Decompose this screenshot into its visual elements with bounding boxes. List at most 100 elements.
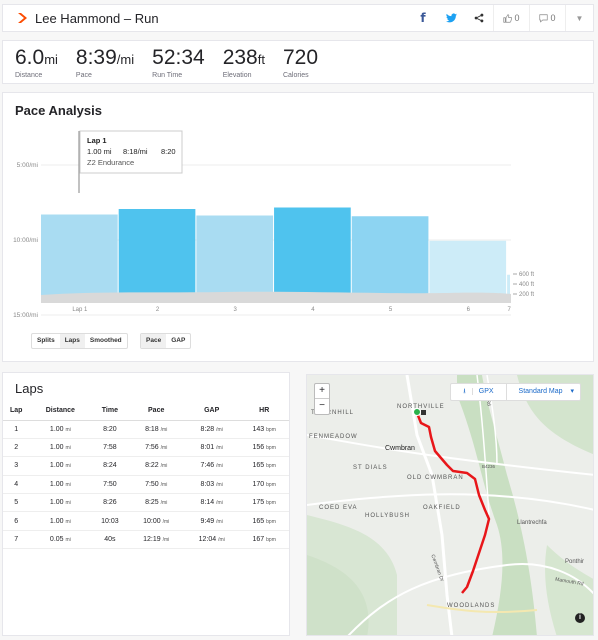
cell-distance: 1.00 mi: [29, 456, 92, 476]
map-road-b4236: B4236: [482, 464, 496, 469]
cell-pace: 8:22 /mi: [128, 456, 184, 476]
activity-title: Lee Hammond – Run: [35, 10, 159, 26]
cell-gap: 7:46 /mi: [183, 456, 240, 476]
table-row[interactable]: 7 0.05 mi 40s 12:19 /mi 12:04 /mi 167 bpm: [3, 530, 289, 550]
cell-hr: 156 bpm: [239, 438, 289, 458]
toggle-gap[interactable]: GAP: [171, 337, 186, 344]
map-label-hollybush: HOLLYBUSH: [365, 513, 410, 519]
elevation-tick-label: 400 ft: [519, 282, 534, 288]
zoom-in-button[interactable]: +: [315, 384, 329, 399]
cell-lap: 2: [3, 438, 30, 458]
x-tick-label: 5: [389, 307, 393, 313]
zoom-out-button[interactable]: −: [319, 400, 325, 411]
x-tick-label: 7: [507, 307, 511, 313]
svg-text:1.00 mi: 1.00 mi: [87, 147, 112, 156]
map-label-st-dials: ST DIALS: [353, 465, 388, 471]
pace-bar-lap-3[interactable]: [196, 215, 274, 300]
svg-text:Lap 1: Lap 1: [87, 136, 107, 145]
download-icon: ⭳: [463, 388, 466, 395]
route-start-marker: [413, 408, 421, 416]
pace-bar-lap-2[interactable]: [118, 209, 196, 299]
table-row[interactable]: 3 1.00 mi 8:24 8:22 /mi 7:46 /mi 165 bpm: [3, 456, 289, 476]
pace-bar-lap-6[interactable]: [429, 240, 507, 299]
pace-bar-lap-1[interactable]: [41, 214, 118, 300]
toggle-laps[interactable]: Laps: [59, 334, 85, 348]
cell-gap: 8:01 /mi: [183, 438, 240, 458]
map-label-ponthir: Ponthir: [565, 559, 585, 565]
cell-distance: 1.00 mi: [29, 438, 92, 458]
cell-gap: 12:04 /mi: [183, 530, 240, 550]
x-tick-label: Lap 1: [72, 307, 88, 313]
gpx-download-button[interactable]: ⭳ GPX: [451, 384, 505, 400]
col-time: Time: [91, 402, 129, 421]
activity-stats: 6.0mi Distance 8:39/mi Pace 52:34 Run Ti…: [2, 40, 594, 84]
map-buttons: ⭳ GPX Standard Map ▾: [450, 383, 581, 401]
cell-pace: 10:00 /mi: [128, 511, 184, 531]
pace-chart[interactable]: 5:00/mi 10:00/mi 15:00/mi Lap 1 2 3 4 5 6 7 600 …: [3, 93, 593, 323]
cell-hr: 167 bpm: [239, 530, 289, 550]
route-map[interactable]: THORNHILL NORTHVILLE FENMEADOW Cwmbran S…: [306, 374, 594, 636]
map-label-old-cwmbran: OLD CWMBRAN: [407, 475, 464, 481]
share-icon[interactable]: [465, 5, 493, 31]
cell-hr: 175 bpm: [239, 493, 289, 513]
stat-pace: 8:39/mi Pace: [75, 46, 135, 80]
table-row[interactable]: 5 1.00 mi 8:26 8:25 /mi 8:14 /mi 175 bpm: [3, 493, 289, 513]
twitter-share-icon[interactable]: [437, 5, 465, 31]
map-label-northville: NORTHVILLE: [397, 404, 445, 410]
mode-toggle-group: Pace GAP: [140, 333, 192, 349]
kudos-button[interactable]: 0: [493, 5, 529, 31]
laps-title: Laps: [15, 381, 44, 396]
pace-bar-lap-5[interactable]: [351, 216, 429, 299]
col-pace: Pace: [128, 402, 184, 421]
map-style-dropdown[interactable]: Standard Map ▾: [505, 384, 580, 400]
cell-time: 40s: [91, 530, 129, 550]
cell-time: 10:03: [91, 511, 129, 531]
x-tick-label: 4: [311, 307, 315, 313]
x-tick-label: 3: [234, 307, 238, 313]
table-row[interactable]: 1 1.00 mi 8:20 8:18 /mi 8:28 /mi 143 bpm: [3, 420, 289, 439]
col-lap: Lap: [3, 402, 30, 421]
more-options-chevron-icon[interactable]: ▼: [565, 5, 593, 31]
cell-pace: 7:56 /mi: [128, 438, 184, 458]
laps-table: Lap Distance Time Pace GAP HR 1 1.00 mi 8:…: [3, 402, 289, 550]
svg-text:8:18/mi: 8:18/mi: [123, 147, 148, 156]
route-finish-marker: [421, 410, 426, 415]
comments-count: 0: [550, 13, 556, 23]
y-tick-label: 5:00/mi: [17, 162, 38, 169]
cell-hr: 165 bpm: [239, 456, 289, 476]
cell-distance: 1.00 mi: [29, 493, 92, 513]
route-line: [415, 412, 491, 594]
stat-run-time: 52:34 Run Time: [152, 46, 205, 80]
stat-distance: 6.0mi Distance: [15, 46, 58, 80]
comments-button[interactable]: 0: [529, 5, 565, 31]
map-label-oakfield: OAKFIELD: [423, 505, 461, 511]
table-row[interactable]: 4 1.00 mi 7:50 7:50 /mi 8:03 /mi 170 bpm: [3, 475, 289, 495]
map-info-icon[interactable]: i: [575, 613, 585, 623]
toggle-splits[interactable]: Splits: [37, 337, 55, 344]
pace-bar-lap-4[interactable]: [274, 207, 351, 300]
cell-lap: 1: [3, 420, 30, 439]
col-gap: GAP: [183, 402, 240, 421]
pace-analysis-panel: Pace Analysis 5:00/mi 10:00/mi 15:00/mi La…: [2, 92, 594, 362]
cell-distance: 1.00 mi: [29, 420, 92, 439]
pace-bar-lap-7[interactable]: [507, 274, 510, 299]
toggle-pace[interactable]: Pace: [141, 334, 167, 348]
cell-lap: 3: [3, 456, 30, 476]
cell-hr: 165 bpm: [239, 511, 289, 531]
cell-pace: 8:25 /mi: [128, 493, 184, 513]
cell-distance: 0.05 mi: [29, 530, 92, 550]
stat-elevation: 238ft Elevation: [222, 46, 265, 80]
facebook-share-icon[interactable]: f: [420, 11, 426, 25]
y-tick-label: 15:00/mi: [13, 312, 38, 319]
toggle-smoothed[interactable]: Smoothed: [89, 337, 122, 344]
table-row[interactable]: 2 1.00 mi 7:58 7:56 /mi 8:01 /mi 156 bpm: [3, 438, 289, 458]
cell-distance: 1.00 mi: [29, 511, 92, 531]
cell-time: 8:24: [91, 456, 129, 476]
col-hr: HR: [239, 402, 289, 421]
table-row[interactable]: 6 1.00 mi 10:03 10:00 /mi 9:49 /mi 165 bpm: [3, 511, 289, 531]
cell-hr: 170 bpm: [239, 475, 289, 495]
pace-analysis-title: Pace Analysis: [15, 103, 102, 118]
cell-gap: 8:03 /mi: [183, 475, 240, 495]
cell-time: 8:20: [91, 420, 129, 439]
svg-text:Z2 Endurance: Z2 Endurance: [87, 158, 134, 167]
